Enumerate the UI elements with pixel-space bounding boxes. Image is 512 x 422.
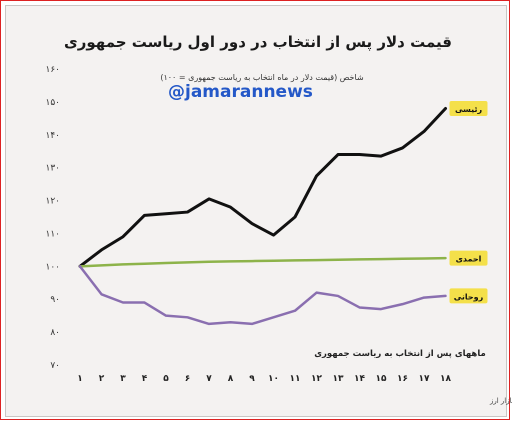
y-tick-label: ۱۱۰: [45, 229, 60, 239]
x-tick-label: ۵: [163, 374, 169, 384]
y-tick-label: ۱۰۰: [45, 262, 60, 272]
x-tick-label: ۱۲: [311, 374, 322, 384]
series-label: روحانی: [454, 292, 484, 301]
y-tick-label: ۱۴۰: [45, 131, 60, 141]
series-label-background: [449, 250, 488, 266]
x-tick-label: ۱: [77, 374, 83, 384]
x-tick-label: ۱۴: [354, 374, 365, 384]
y-tick-label: ۸۰: [50, 328, 60, 338]
x-tick-label: ۱۰: [268, 374, 279, 384]
x-tick-label: ۱۵: [376, 374, 387, 384]
x-tick-label: ۱۷: [419, 374, 430, 384]
x-tick-label: ۴: [142, 374, 148, 384]
y-tick-label: ۹۰: [50, 295, 60, 305]
series-label-background: [449, 100, 488, 116]
y-axis-label: شاخص (قیمت دلار در ماه انتخاب به ریاست ج…: [160, 73, 364, 82]
x-tick-label: ۸: [228, 374, 234, 384]
chart-card: [5, 5, 507, 417]
series-label: رئیسی: [455, 105, 483, 114]
x-tick-label: ۲: [99, 374, 105, 384]
x-tick-label: ۳: [120, 374, 126, 384]
x-tick-label: ۷: [206, 374, 212, 384]
y-tick-label: ۱۳۰: [45, 164, 60, 174]
x-tick-label: ۹: [249, 374, 255, 384]
x-axis-label: ماههای پس از انتخاب به ریاست جمهوری: [314, 349, 486, 359]
x-tick-label: ۶: [185, 374, 191, 384]
series-line: [78, 256, 447, 268]
y-tick-label: ۱۵۰: [45, 98, 60, 108]
series-label-background: [449, 288, 488, 304]
x-tick-label: ۱۸: [440, 374, 451, 384]
series-line: [78, 106, 447, 268]
x-tick-label: ۱۶: [397, 374, 408, 384]
y-tick-label: ۷۰: [50, 361, 60, 371]
y-tick-label: ۱۲۰: [45, 197, 60, 207]
series-label: احمدی: [456, 255, 482, 264]
x-tick-label: ۱۳: [333, 374, 344, 384]
x-tick-label: ۱۱: [290, 374, 301, 384]
chart-title: قیمت دلار پس از انتخاب در دور اول ریاست …: [64, 33, 452, 52]
footnote: تحلیل و استنتاج: احسان سلطانی بر اساس دا…: [489, 397, 512, 405]
watermark-handle: @jamarannews: [168, 82, 313, 102]
series-line: [78, 265, 447, 326]
y-tick-label: ۱۶۰: [45, 65, 60, 75]
